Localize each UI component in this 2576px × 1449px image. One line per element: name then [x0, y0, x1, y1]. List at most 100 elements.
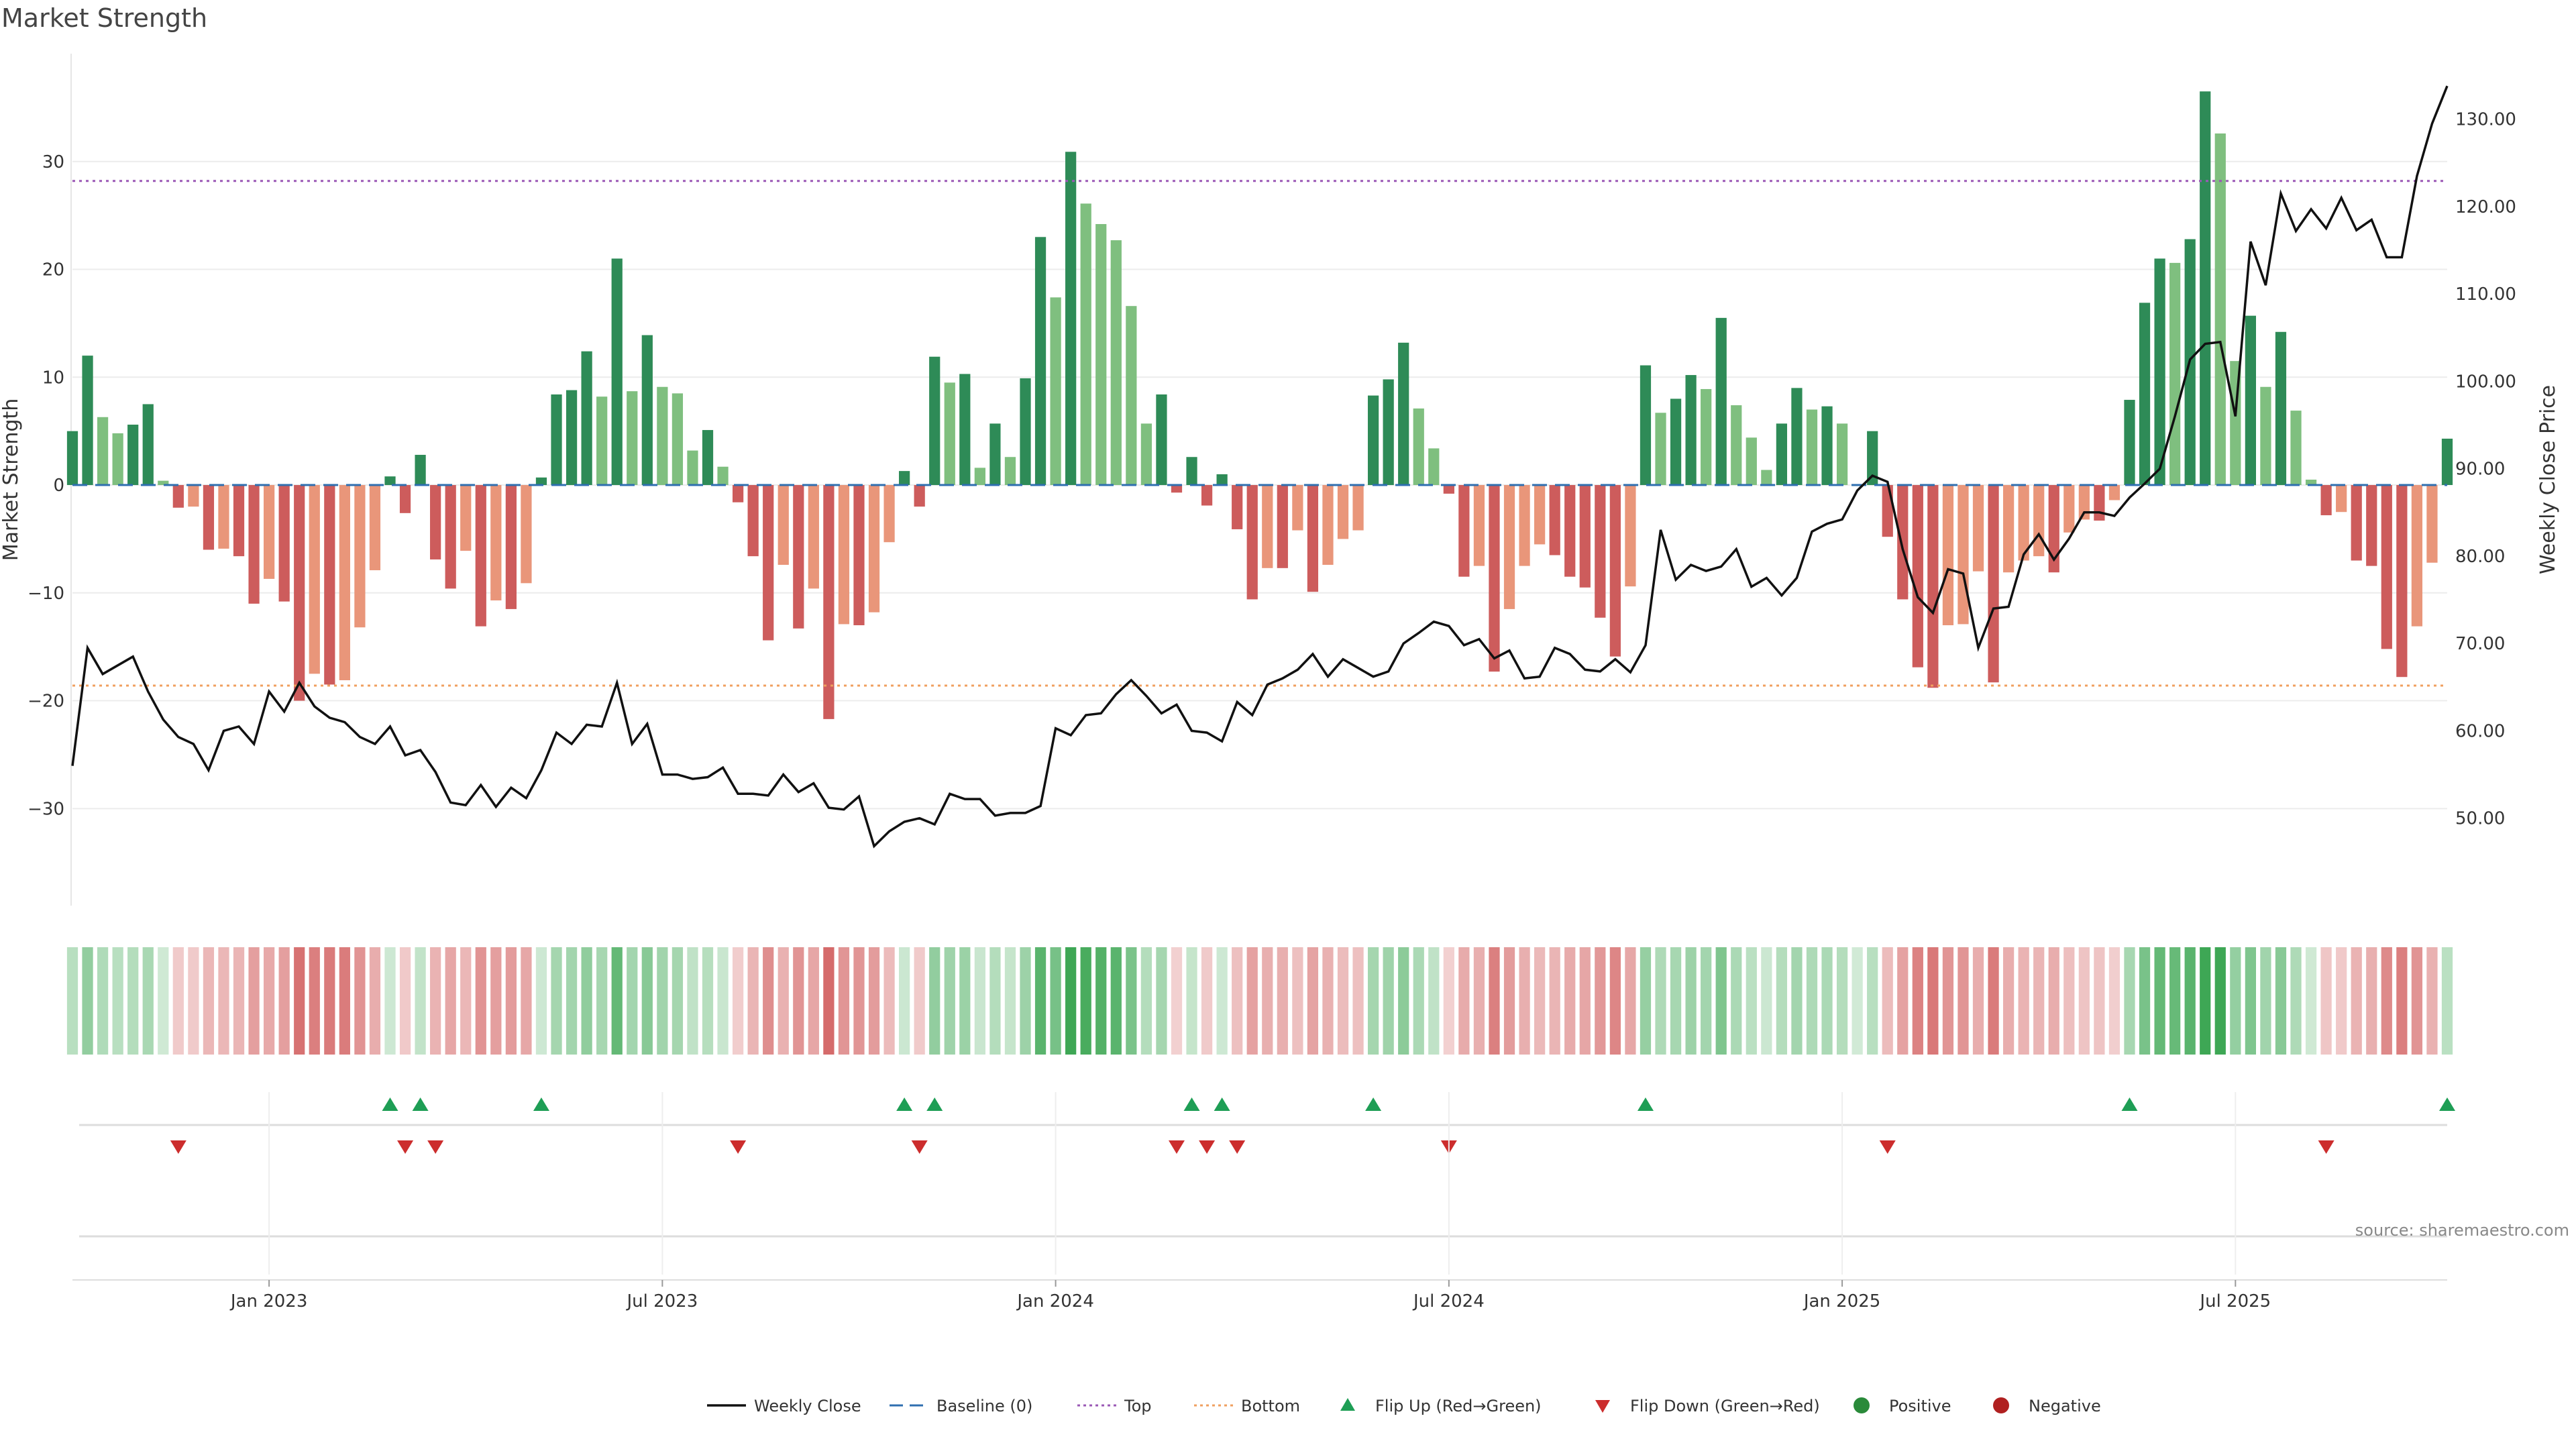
heat-cell	[2305, 947, 2317, 1055]
strength-bar	[2411, 485, 2423, 627]
strength-bar	[929, 356, 941, 486]
strength-bar	[1443, 485, 1454, 494]
strength-bar	[914, 485, 925, 507]
heat-cell	[82, 947, 93, 1055]
heat-cell	[717, 947, 729, 1055]
strength-bar	[188, 485, 199, 507]
heat-cell	[1701, 947, 1712, 1055]
heat-cell	[929, 947, 941, 1055]
strength-bar	[1685, 375, 1697, 486]
strength-bar	[717, 466, 729, 486]
heat-cell	[2063, 947, 2075, 1055]
strength-bar	[1232, 485, 1243, 529]
strength-bar	[2426, 485, 2438, 563]
strength-bar	[1670, 398, 1682, 486]
flip-down-marker	[397, 1140, 414, 1154]
heat-cell	[1519, 947, 1530, 1055]
strength-bar	[158, 480, 169, 486]
heat-cell	[1034, 947, 1046, 1055]
heat-cell	[899, 947, 910, 1055]
strength-bar	[1988, 485, 1999, 683]
heat-cell	[1791, 947, 1803, 1055]
heat-cell	[445, 947, 456, 1055]
heat-cell	[1655, 947, 1666, 1055]
flip-up-marker	[926, 1097, 943, 1111]
legend-item: Positive	[1854, 1397, 1951, 1415]
strength-bar	[445, 485, 456, 589]
strength-bar	[339, 485, 350, 681]
left-tick-label: 20	[42, 260, 64, 280]
heat-cell	[369, 947, 381, 1055]
strength-bar	[1715, 317, 1727, 486]
heat-cell	[2139, 947, 2151, 1055]
strength-bar	[278, 485, 290, 602]
heat-cell	[535, 947, 547, 1055]
strength-bar	[1625, 485, 1636, 587]
flip-down-marker	[1199, 1140, 1216, 1154]
heat-cell	[142, 947, 154, 1055]
heat-cell	[2426, 947, 2438, 1055]
heat-cell	[1065, 947, 1077, 1055]
strength-bar	[1428, 448, 1440, 486]
legend-label: Flip Up (Red→Green)	[1375, 1397, 1542, 1415]
strength-bar	[1564, 485, 1576, 577]
strength-bar	[1595, 485, 1606, 618]
strength-bar	[1216, 474, 1228, 486]
heat-cell	[339, 947, 350, 1055]
flip-up-marker	[2121, 1097, 2138, 1111]
heat-cell	[264, 947, 275, 1055]
heat-cell	[460, 947, 472, 1055]
strength-bar	[1292, 485, 1303, 531]
heat-cell	[294, 947, 305, 1055]
strength-bar	[2048, 485, 2059, 573]
strength-bar	[1262, 485, 1273, 568]
strength-bar	[399, 485, 411, 513]
left-y-axis-title: Market Strength	[0, 398, 23, 561]
strength-bar	[2200, 91, 2211, 486]
heat-cell	[1322, 947, 1334, 1055]
strength-bar	[1912, 485, 1923, 667]
heat-cell	[1383, 947, 1394, 1055]
heat-cell	[687, 947, 698, 1055]
heat-cell	[2260, 947, 2271, 1055]
heat-cell	[1398, 947, 1409, 1055]
strength-bar	[309, 485, 320, 674]
strength-bar	[2396, 485, 2408, 678]
heat-cell	[2230, 947, 2241, 1055]
heat-cell	[399, 947, 411, 1055]
reference-lines	[72, 180, 2447, 687]
strength-bar	[505, 485, 517, 609]
heat-cell	[1579, 947, 1591, 1055]
flip-down-marker	[2318, 1140, 2334, 1154]
heat-cell	[1595, 947, 1606, 1055]
heat-cell	[2290, 947, 2302, 1055]
flip-down-marker	[427, 1140, 444, 1154]
legend-item: Top	[1077, 1397, 1152, 1415]
x-tick-label: Jul 2025	[2198, 1291, 2271, 1311]
strength-bar	[82, 356, 93, 486]
heat-cell	[2275, 947, 2287, 1055]
heat-cell	[1957, 947, 1969, 1055]
strength-bar	[2078, 485, 2090, 520]
heat-cell	[2094, 947, 2105, 1055]
right-tick-label: 90.00	[2455, 460, 2505, 480]
strength-bar	[777, 485, 789, 565]
strength-bar	[1307, 485, 1319, 592]
legend-item: Negative	[1993, 1397, 2101, 1415]
strength-bar	[1579, 485, 1591, 588]
strength-bar	[1731, 405, 1742, 486]
heat-cell	[1050, 947, 1061, 1055]
strength-bar	[127, 425, 139, 486]
heat-cell	[1458, 947, 1470, 1055]
heat-cell	[1867, 947, 1878, 1055]
strength-bar	[2245, 315, 2256, 486]
heat-cell	[1004, 947, 1016, 1055]
strength-bar	[2290, 411, 2302, 486]
heat-cell	[627, 947, 638, 1055]
heat-cell	[2048, 947, 2059, 1055]
heat-cell	[1806, 947, 1818, 1055]
strength-bar	[384, 476, 396, 486]
flip-up-marker	[1183, 1097, 1200, 1111]
strength-bar	[354, 485, 366, 628]
